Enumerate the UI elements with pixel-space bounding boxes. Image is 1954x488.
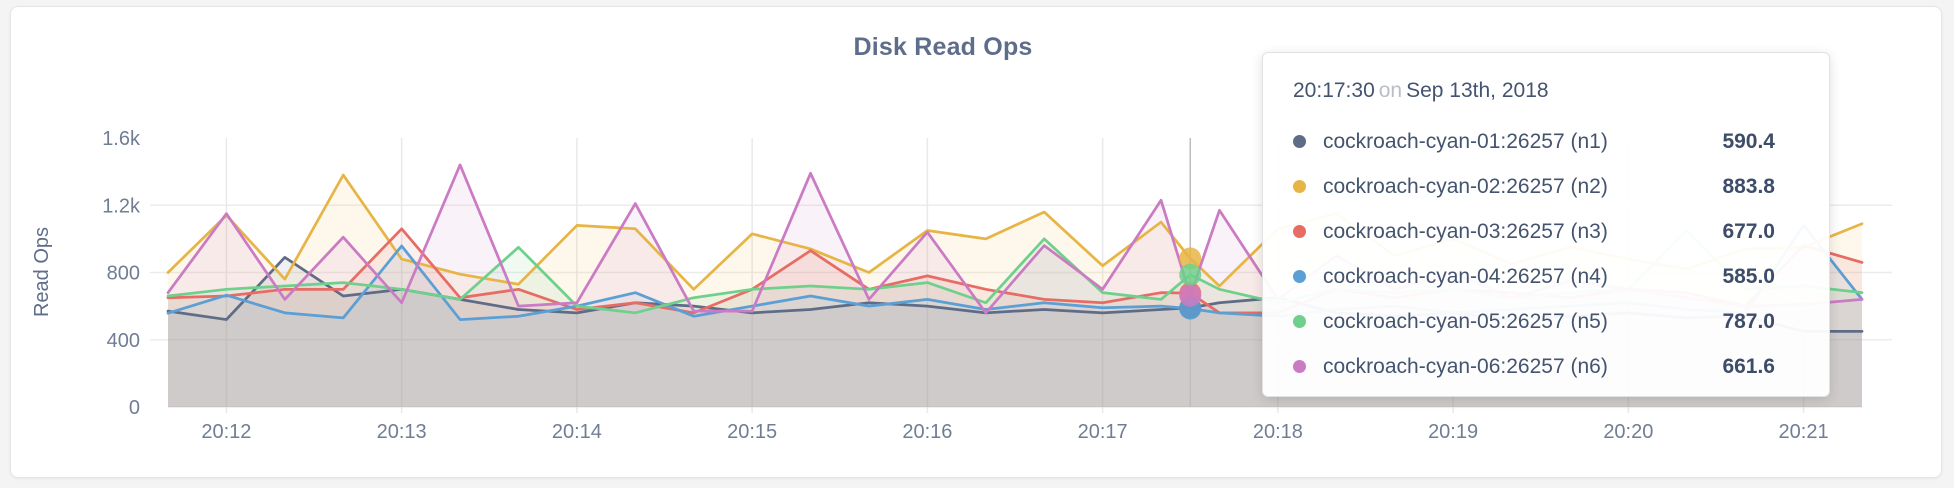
tooltip-series-row: cockroach-cyan-04:26257 (n4) 585.0 (1293, 254, 1801, 299)
hover-point-n5[interactable] (1179, 263, 1202, 286)
tooltip-connector: on (1378, 79, 1403, 102)
series-color-dot (1293, 315, 1306, 328)
x-axis-tick-label: 20:18 (1253, 421, 1303, 443)
x-axis-tick-label: 20:15 (727, 421, 777, 443)
y-axis-tick-label: 1.6k (102, 128, 141, 150)
tooltip-series-list: cockroach-cyan-01:26257 (n1) 590.4 cockroa… (1293, 119, 1801, 389)
series-color-dot (1293, 270, 1306, 283)
tooltip-series-row: cockroach-cyan-02:26257 (n2) 883.8 (1293, 164, 1801, 209)
series-color-dot (1293, 135, 1306, 148)
x-axis-tick-label: 20:19 (1428, 421, 1478, 443)
tooltip-series-row: cockroach-cyan-05:26257 (n5) 787.0 (1293, 299, 1801, 344)
tooltip-time: 20:17:30 (1293, 79, 1375, 102)
y-axis-tick-label: 400 (107, 330, 140, 352)
hover-tooltip: 20:17:30 on Sep 13th, 2018 cockroach-cyan-… (1262, 52, 1830, 397)
tooltip-header: 20:17:30 on Sep 13th, 2018 (1293, 79, 1801, 103)
tooltip-date: Sep 13th, 2018 (1406, 79, 1549, 102)
tooltip-series-row: cockroach-cyan-03:26257 (n3) 677.0 (1293, 209, 1801, 254)
y-axis-tick-label: 800 (107, 263, 140, 285)
series-value: 883.8 (1722, 174, 1775, 198)
series-color-dot (1293, 225, 1306, 238)
x-axis-tick-label: 20:12 (201, 421, 251, 443)
x-axis-tick-label: 20:13 (377, 421, 427, 443)
series-name: cockroach-cyan-01:26257 (n1) (1323, 129, 1608, 153)
x-axis-tick-label: 20:16 (902, 421, 952, 443)
series-value: 787.0 (1722, 309, 1775, 333)
series-color-dot (1293, 180, 1306, 193)
series-color-dot (1293, 360, 1306, 373)
y-axis-tick-label: 1.2k (102, 195, 141, 217)
series-value: 677.0 (1722, 219, 1775, 243)
series-value: 585.0 (1722, 264, 1775, 288)
series-value: 590.4 (1722, 129, 1775, 153)
series-value: 661.6 (1722, 354, 1775, 378)
hover-point-n6[interactable] (1179, 284, 1202, 307)
x-axis-tick-label: 20:20 (1603, 421, 1653, 443)
series-name: cockroach-cyan-02:26257 (n2) (1323, 174, 1608, 198)
y-axis-label: Read Ops (31, 227, 53, 317)
series-name: cockroach-cyan-03:26257 (n3) (1323, 219, 1608, 243)
series-name: cockroach-cyan-05:26257 (n5) (1323, 309, 1608, 333)
tooltip-series-row: cockroach-cyan-01:26257 (n1) 590.4 (1293, 119, 1801, 164)
y-axis-tick-label: 0 (129, 397, 140, 419)
x-axis-tick-label: 20:17 (1078, 421, 1128, 443)
series-name: cockroach-cyan-04:26257 (n4) (1323, 264, 1608, 288)
tooltip-series-row: cockroach-cyan-06:26257 (n6) 661.6 (1293, 344, 1801, 389)
hover-point-n2[interactable] (1179, 247, 1202, 270)
x-axis-tick-label: 20:21 (1779, 421, 1829, 443)
series-name: cockroach-cyan-06:26257 (n6) (1323, 354, 1608, 378)
x-axis-tick-label: 20:14 (552, 421, 602, 443)
chart-title: Disk Read Ops (853, 33, 1033, 61)
